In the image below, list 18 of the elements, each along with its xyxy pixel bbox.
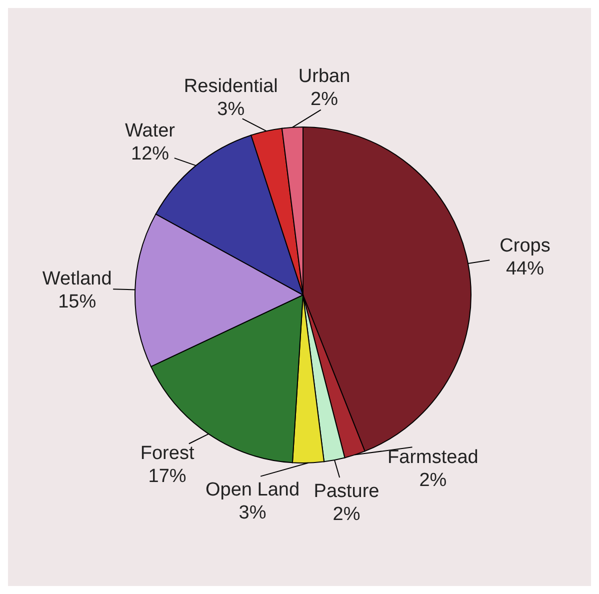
data-label: 44% bbox=[506, 258, 544, 280]
slice-label: Open Land bbox=[206, 480, 300, 501]
data-label: 17% bbox=[148, 466, 186, 487]
slice-label: Urban bbox=[298, 66, 350, 87]
slice-label: Pasture bbox=[314, 481, 380, 502]
slice-label: Forest bbox=[140, 442, 195, 464]
slice-label: Farmstead bbox=[388, 446, 478, 468]
data-label: 12% bbox=[131, 143, 170, 164]
data-label: 3% bbox=[238, 502, 266, 524]
data-label: 15% bbox=[58, 291, 96, 312]
slice-label: Wetland bbox=[42, 268, 112, 290]
data-label: 2% bbox=[310, 88, 338, 110]
data-label: 2% bbox=[332, 504, 360, 526]
slice-label: Crops bbox=[500, 236, 550, 257]
slice-label: Water bbox=[125, 120, 176, 142]
data-label: 3% bbox=[217, 98, 245, 120]
slice-label: Residential bbox=[184, 76, 278, 97]
data-label: 2% bbox=[419, 470, 447, 491]
